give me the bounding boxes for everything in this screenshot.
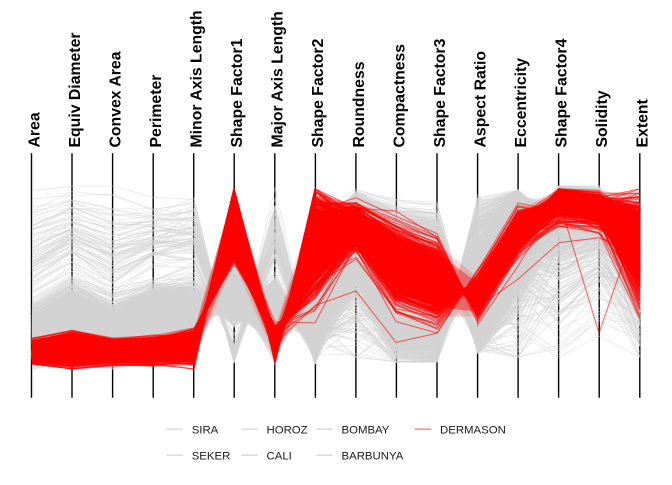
svg-text:Roundness: Roundness — [351, 61, 368, 147]
svg-text:Eccentricity: Eccentricity — [513, 58, 530, 148]
svg-text:DERMASON: DERMASON — [440, 424, 506, 436]
svg-text:Extent: Extent — [635, 98, 652, 147]
svg-text:Major Axis Length: Major Axis Length — [270, 11, 287, 147]
svg-text:Minor Axis Length: Minor Axis Length — [189, 10, 206, 147]
svg-text:Shape Factor1: Shape Factor1 — [229, 38, 246, 147]
svg-text:SIRA: SIRA — [192, 424, 219, 436]
svg-text:Aspect Ratio: Aspect Ratio — [472, 51, 489, 148]
svg-text:Perimeter: Perimeter — [148, 75, 165, 148]
svg-text:Shape Factor2: Shape Factor2 — [310, 38, 327, 147]
svg-text:CALI: CALI — [267, 450, 292, 462]
svg-text:Shape Factor3: Shape Factor3 — [432, 38, 449, 147]
svg-text:Compactness: Compactness — [391, 44, 408, 148]
svg-text:SEKER: SEKER — [192, 450, 231, 462]
svg-text:Equiv Diameter: Equiv Diameter — [67, 32, 84, 147]
svg-text:Convex Area: Convex Area — [108, 51, 125, 147]
svg-text:Shape Factor4: Shape Factor4 — [554, 38, 571, 147]
svg-text:Solidity: Solidity — [594, 90, 611, 147]
svg-text:Area: Area — [26, 112, 43, 147]
svg-text:BOMBAY: BOMBAY — [342, 424, 390, 436]
svg-text:HOROZ: HOROZ — [267, 424, 308, 436]
svg-text:BARBUNYA: BARBUNYA — [342, 450, 404, 462]
